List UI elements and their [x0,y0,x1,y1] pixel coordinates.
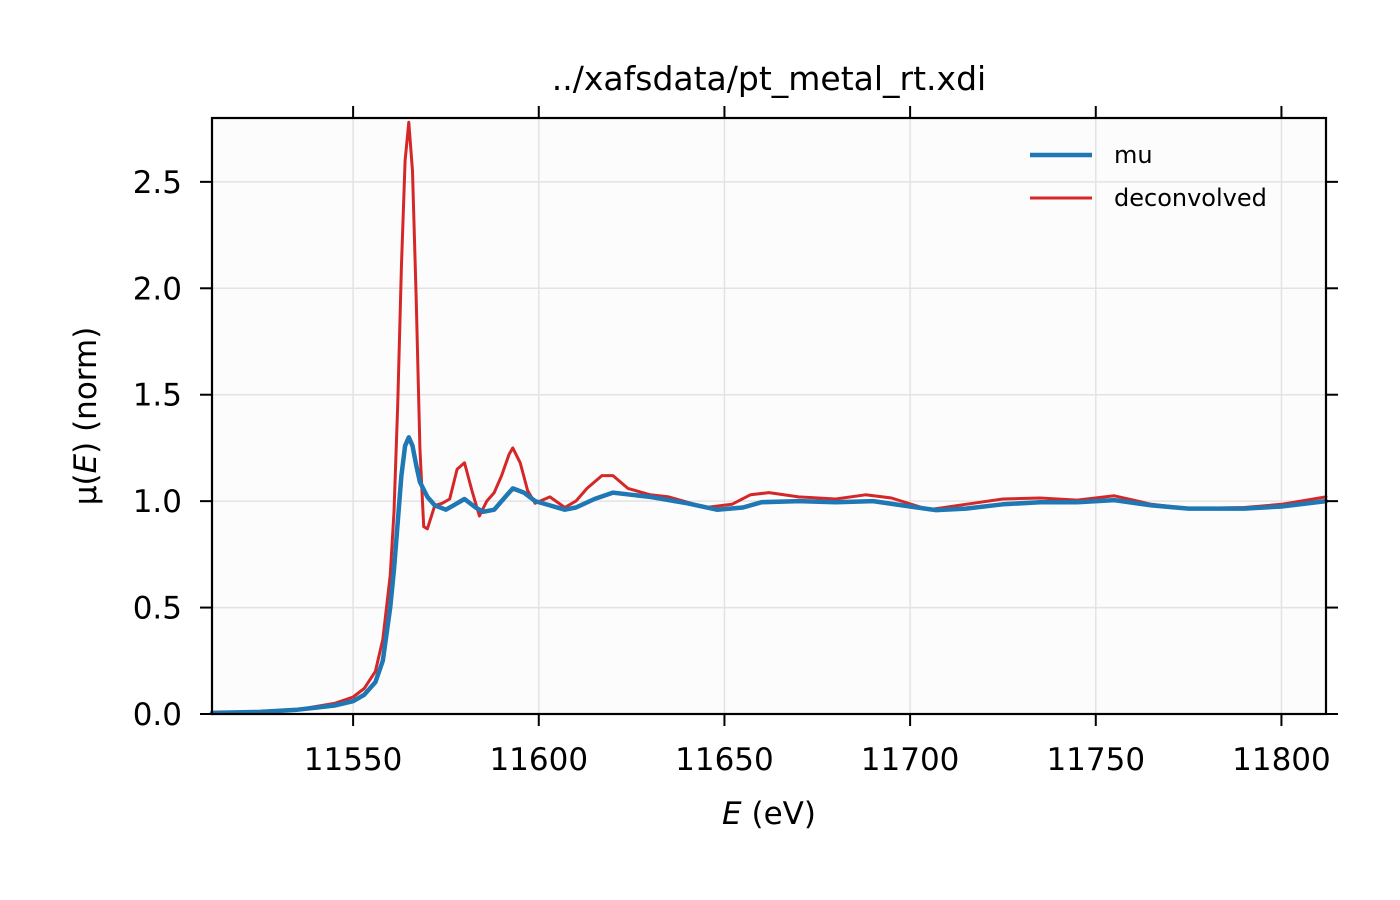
x-tick-label: 11600 [489,742,588,778]
y-axis-label-var: E [68,453,104,473]
x-tick-label: 11550 [304,742,403,778]
x-axis-label-unit: (eV) [742,796,816,832]
legend: mu deconvolved [1030,141,1267,212]
series-line-mu [209,435,1329,716]
x-tick-label: 11650 [675,742,774,778]
y-tick-label: 2.0 [133,271,182,307]
legend-label-mu: mu [1114,141,1153,169]
y-axis-label: μ(E) (norm) [68,327,104,506]
y-tick-label: 1.0 [133,484,182,520]
x-tick-label: 11700 [861,742,960,778]
y-tick-label: 0.5 [133,591,182,627]
y-tick-label: 0.0 [133,697,182,733]
y-axis-label-post: ) (norm) [68,327,104,454]
y-tick-label: 1.5 [133,378,182,414]
series-line-deconvolved [210,120,1328,715]
plot-frame [210,116,1328,716]
y-tick-label: 2.5 [133,165,182,201]
series-group [209,120,1329,716]
legend-label-deconvolved: deconvolved [1114,184,1267,212]
x-tick-label: 11750 [1046,742,1145,778]
chart-title: ../xafsdata/pt_metal_rt.xdi [552,59,986,98]
y-axis-label-pre: μ( [68,473,104,505]
tick-group: 11550 11600 11650 11700 11750 11800 0.0 0.5 1.0 1… [133,106,1338,778]
x-axis-label: E (eV) [722,796,816,832]
x-tick-label: 11800 [1232,742,1331,778]
x-axis-label-var: E [722,796,742,832]
